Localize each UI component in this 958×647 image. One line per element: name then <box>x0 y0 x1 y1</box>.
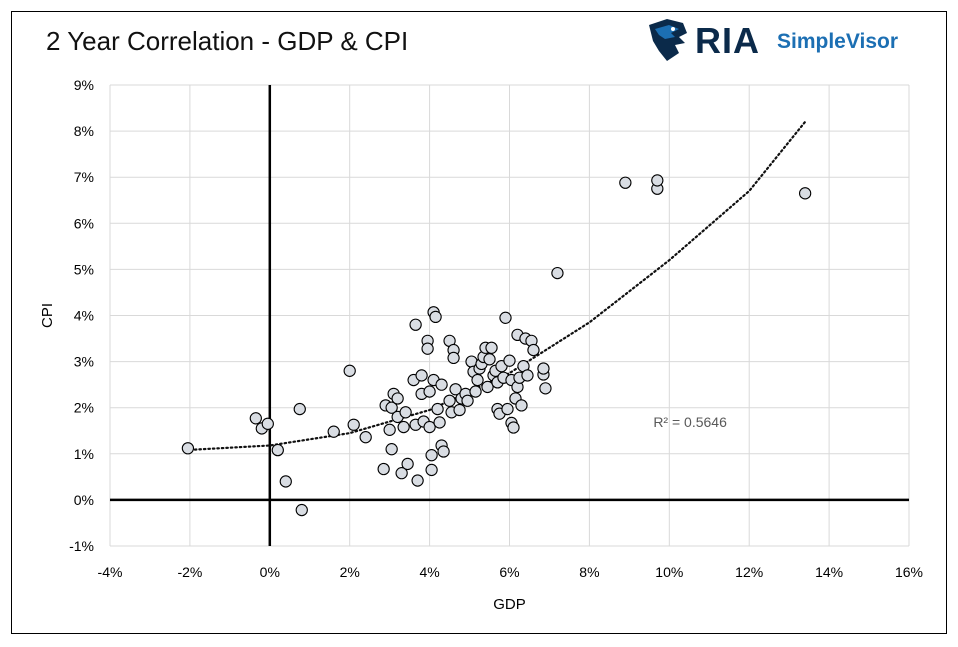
data-point <box>399 406 412 419</box>
data-point <box>295 503 308 517</box>
data-point <box>431 402 444 416</box>
x-tick-label: 14% <box>815 564 843 580</box>
data-point <box>293 402 306 416</box>
data-point <box>391 392 404 405</box>
data-point <box>537 362 550 375</box>
data-point <box>619 176 632 189</box>
data-point <box>249 412 262 425</box>
data-point <box>539 382 552 395</box>
data-point <box>449 383 462 396</box>
y-axis-title: CPI <box>39 303 56 328</box>
data-point <box>401 457 414 471</box>
x-tick-label: 10% <box>655 564 683 580</box>
data-point <box>499 311 512 324</box>
data-point <box>425 449 438 462</box>
brand-logo: RIA SimpleVisor <box>645 14 920 66</box>
data-point <box>443 394 456 407</box>
data-point <box>343 364 356 377</box>
data-point <box>385 443 398 456</box>
data-point <box>411 474 424 487</box>
data-point <box>437 445 450 458</box>
data-point <box>798 187 812 200</box>
y-tick-label: -1% <box>69 538 94 554</box>
data-point <box>501 402 514 416</box>
data-point <box>347 418 360 431</box>
trendline <box>184 120 807 452</box>
data-point <box>507 421 520 434</box>
x-tick-label: 0% <box>260 564 280 580</box>
y-tick-label: 7% <box>74 169 94 185</box>
x-axis-title: GDP <box>493 596 526 613</box>
data-point <box>485 341 498 354</box>
eagle-head-icon <box>649 19 687 61</box>
logo-simplevisor-text: SimpleVisor <box>777 30 898 53</box>
data-point <box>327 425 340 438</box>
data-point <box>651 174 664 187</box>
data-point <box>551 266 564 280</box>
y-tick-label: 4% <box>74 308 94 324</box>
data-point <box>469 385 482 398</box>
r-squared-label: R² = 0.5646 <box>653 414 727 430</box>
data-point <box>423 420 436 434</box>
y-tick-label: 0% <box>74 492 94 508</box>
y-tick-label: 5% <box>74 261 94 277</box>
data-point <box>181 442 195 455</box>
x-tick-label: -4% <box>98 564 123 580</box>
y-tick-label: 1% <box>74 446 94 462</box>
chart-frame <box>11 11 947 634</box>
data-point <box>385 401 398 414</box>
x-tick-label: 8% <box>579 564 599 580</box>
y-tick-label: 8% <box>74 123 94 139</box>
data-point <box>423 385 436 398</box>
data-point <box>461 394 474 407</box>
data-point <box>395 467 408 480</box>
data-point <box>377 462 390 476</box>
x-tick-label: -2% <box>177 564 202 580</box>
data-point <box>425 463 438 477</box>
data-point <box>483 353 496 366</box>
data-point <box>383 423 396 436</box>
data-point <box>435 378 448 391</box>
data-point <box>271 443 284 457</box>
data-point <box>481 380 494 394</box>
chart-title: 2 Year Correlation - GDP & CPI <box>46 26 409 56</box>
data-point <box>415 369 428 382</box>
data-point <box>503 354 516 367</box>
y-tick-label: 9% <box>74 77 94 93</box>
x-tick-label: 2% <box>340 564 360 580</box>
x-tick-label: 12% <box>735 564 763 580</box>
data-point <box>453 403 466 417</box>
x-tick-label: 16% <box>895 564 923 580</box>
x-tick-label: 4% <box>419 564 439 580</box>
y-tick-label: 6% <box>74 215 94 231</box>
data-point <box>359 431 372 444</box>
data-point <box>515 399 528 412</box>
data-point <box>527 343 540 357</box>
data-point <box>279 475 292 488</box>
y-tick-label: 3% <box>74 354 94 370</box>
y-tick-label: 2% <box>74 400 94 416</box>
data-point <box>421 342 434 355</box>
logo-ria-text: RIA <box>695 20 760 61</box>
data-point <box>447 351 460 365</box>
data-point <box>471 373 484 387</box>
data-point <box>261 417 274 430</box>
data-point <box>397 420 410 434</box>
data-point <box>409 318 422 331</box>
data-point <box>429 310 442 324</box>
x-tick-label: 6% <box>499 564 519 580</box>
data-point <box>433 416 446 429</box>
data-point <box>521 369 534 382</box>
